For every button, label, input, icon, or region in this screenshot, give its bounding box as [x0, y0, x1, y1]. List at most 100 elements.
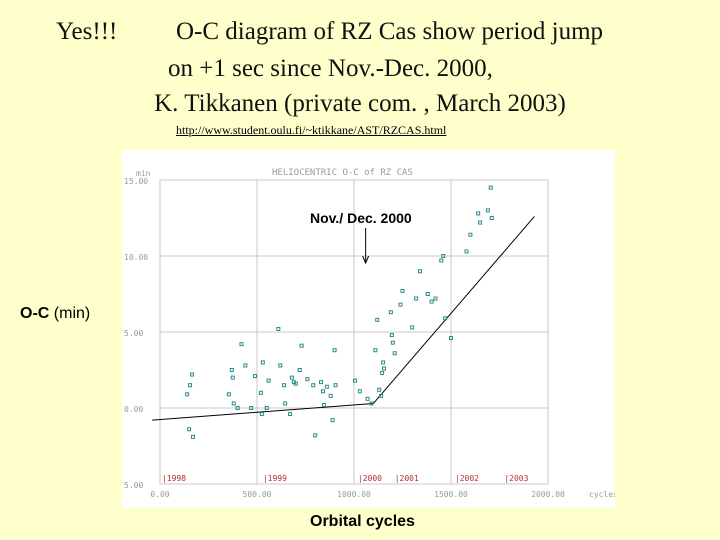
y-unit-label: min [136, 169, 151, 178]
data-point [289, 375, 294, 380]
data-point [226, 392, 231, 397]
data-point [293, 381, 298, 386]
data-point [231, 401, 236, 406]
data-point [190, 372, 195, 377]
data-point [287, 412, 292, 417]
data-point [235, 406, 240, 410]
oc-chart: HELIOCENTRIC O-C of RZ CAS min cycles 15… [124, 168, 618, 499]
data-point [357, 389, 362, 394]
source-link[interactable]: http://www.student.oulu.fi/~ktikkane/AST… [176, 123, 447, 137]
data-point [433, 296, 438, 301]
y-tick-label: 5.00 [124, 481, 143, 490]
fit-lines [152, 216, 535, 421]
data-point [388, 310, 393, 315]
data-point [476, 211, 481, 216]
data-point [478, 220, 483, 225]
x-axis-label: Orbital cycles [310, 513, 415, 530]
year-label: |2000 [358, 474, 382, 483]
data-point [330, 418, 335, 423]
data-point [425, 292, 430, 296]
data-point [229, 368, 234, 372]
data-point [243, 363, 248, 368]
y-axis-label: O-C (min) [20, 305, 90, 323]
data-point [328, 393, 333, 398]
data-point [398, 302, 403, 307]
data-point [417, 269, 422, 274]
data-point [488, 185, 493, 190]
year-label: |2003 [504, 474, 528, 483]
arrow-head [362, 255, 370, 265]
x-unit-label: cycles [589, 490, 615, 499]
data-point [276, 326, 281, 331]
x-tick-label: 500.00 [243, 490, 272, 499]
year-label: |2002 [455, 474, 479, 483]
fit-line [373, 216, 535, 404]
data-point [264, 406, 269, 410]
data-point [239, 342, 244, 347]
data-point [379, 393, 384, 398]
year-labels: |1998 |1999 |2000 |2001 |2002 |2003 [162, 474, 529, 483]
data-point [266, 378, 271, 383]
data-point [410, 325, 415, 330]
data-point [468, 232, 473, 237]
title-line-3: K. Tikkanen (private com. , March 2003) [154, 90, 566, 117]
data-point [439, 258, 444, 263]
data-point [258, 390, 263, 395]
title-line-2: on +1 sec since Nov.-Dec. 2000, [168, 55, 493, 82]
data-point [259, 412, 264, 417]
title-main: O-C diagram of RZ Cas show period jump [176, 18, 604, 45]
grid [159, 179, 549, 485]
title-yes: Yes!!! [56, 18, 118, 45]
tick-labels: 15.00 10.00 5.00 0.00 5.00 0.00 500.00 1000.00 1… [124, 177, 565, 499]
y-tick-label: 5.00 [124, 329, 143, 338]
data-point [313, 433, 318, 438]
data-point [297, 368, 302, 372]
data-point [369, 401, 374, 406]
data-point [392, 351, 397, 356]
y-tick-label: 10.00 [124, 253, 148, 262]
x-tick-label: 1000.00 [337, 490, 371, 499]
annotation-label: Nov./ Dec. 2000 [310, 210, 412, 226]
data-point [299, 343, 304, 348]
data-point [333, 383, 338, 388]
annotation-arrow [362, 228, 370, 265]
data-point [321, 402, 326, 407]
data-point [352, 378, 357, 383]
data-point [311, 383, 316, 388]
x-tick-label: 2000.00 [531, 490, 565, 499]
data-point [389, 333, 394, 338]
data-point [464, 249, 469, 254]
data-point [319, 380, 324, 385]
y-tick-label: 15.00 [124, 177, 148, 186]
chart-title: HELIOCENTRIC O-C of RZ CAS [272, 168, 413, 178]
data-point [382, 366, 387, 371]
data-point [441, 254, 446, 258]
data-point [260, 360, 265, 365]
data-point [373, 348, 378, 353]
data-point [249, 406, 254, 410]
x-tick-label: 0.00 [150, 490, 169, 499]
data-point [187, 427, 192, 432]
y-axis-label-bold: O-C [20, 305, 50, 322]
year-label: |1999 [263, 474, 287, 483]
data-point [282, 383, 287, 388]
data-point [485, 208, 490, 213]
data-point [190, 434, 195, 439]
data-point [185, 392, 190, 397]
data-point [230, 375, 235, 380]
data-point [365, 396, 370, 401]
x-tick-label: 1500.00 [434, 490, 468, 499]
data-point [324, 384, 329, 389]
data-point [375, 317, 380, 322]
data-point [283, 401, 288, 406]
data-point [380, 371, 385, 376]
data-point [332, 348, 337, 353]
oc-plot-panel: HELIOCENTRIC O-C of RZ CAS min cycles 15… [122, 150, 618, 508]
data-point [381, 360, 386, 365]
data-point [320, 389, 325, 394]
data-point [414, 296, 419, 301]
data-point [188, 383, 193, 388]
year-label: |1998 [162, 474, 186, 483]
data-point [429, 299, 434, 304]
data-point [377, 387, 382, 392]
